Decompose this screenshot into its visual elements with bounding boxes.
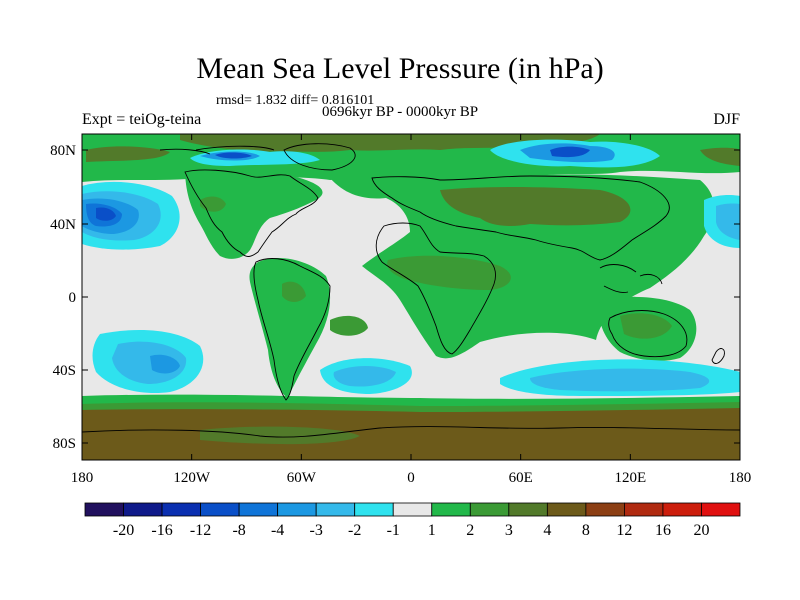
colorbar-swatch [701, 502, 741, 517]
lon-label: 0 [407, 470, 415, 486]
colorbar-label: 8 [582, 522, 590, 539]
siberia-low-deep [550, 146, 590, 158]
antarctic-belt-brown [82, 408, 740, 460]
greenland-low-deep [215, 152, 252, 159]
new-zealand-coast [711, 348, 725, 364]
colorbar-swatch [431, 502, 471, 517]
colorbar-label: 12 [616, 522, 632, 539]
experiment-label: Expt = teiOg-teina [82, 111, 202, 128]
north-africa-olive [387, 255, 511, 290]
colorbar: -20 -16 -12 -8 -4 -3 -2 -1 1 2 3 4 8 12 16 20 [84, 502, 741, 539]
colorbar-label: -8 [232, 522, 245, 539]
lat-label: 40N [50, 217, 76, 233]
plot-title: Mean Sea Level Pressure (in hPa) [196, 52, 604, 85]
eurasia-coast [371, 175, 670, 261]
colorbar-swatch [392, 502, 433, 517]
colorbar-label: -2 [348, 522, 361, 539]
colorbar-label: -12 [190, 522, 211, 539]
bering-olive-region [86, 146, 170, 162]
colorbar-swatch [469, 502, 510, 517]
lat-label: 80S [53, 436, 76, 452]
lon-label: 60W [287, 470, 317, 486]
colorbar-label: -3 [310, 522, 323, 539]
east-arctic-olive-region [700, 147, 740, 166]
colorbar-swatch [354, 502, 394, 517]
coastlines [82, 143, 740, 438]
colorbar-swatch [238, 502, 279, 517]
colorbar-swatch [624, 502, 664, 517]
south-atlantic-olive [330, 315, 368, 336]
colorbar-label: 16 [655, 522, 671, 539]
indian-ocean-low-mid [530, 368, 710, 392]
greenland-coast [283, 143, 356, 171]
colorbar-swatch [662, 502, 702, 517]
south-atlantic-low-mid [333, 366, 396, 387]
lon-label: 120W [173, 470, 211, 486]
rmsd-diff-stats: rmsd= 1.832 diff= 0.816101 [216, 93, 375, 108]
colorbar-swatch [123, 502, 163, 517]
lat-label: 80N [50, 143, 76, 159]
colorbar-label: -1 [387, 522, 400, 539]
south-america-coast [253, 258, 331, 401]
north-america-positive [185, 170, 323, 259]
lon-label: 180 [71, 470, 94, 486]
colorbar-swatch [200, 502, 240, 517]
colorbar-swatch [277, 502, 317, 517]
colorbar-swatch [546, 502, 587, 517]
south-america-olive [282, 281, 306, 302]
colorbar-label: -4 [271, 522, 284, 539]
lat-label: 40S [53, 363, 76, 379]
maritime-continent-coast [599, 264, 663, 293]
pressure-field [82, 134, 740, 460]
lon-label: 120E [614, 470, 646, 486]
north-america-coast [184, 169, 319, 257]
time-period: 0696kyr BP - 0000kyr BP [322, 104, 479, 120]
south-pacific-low-mid [112, 341, 187, 384]
axis-labels: 80N 40N 0 40S 80S 180 120W 60W 0 60E 120E 180 [50, 143, 751, 486]
antarctic-olive-patch [200, 426, 360, 445]
axis-ticks [81, 134, 741, 460]
australia-olive [620, 313, 672, 339]
colorbar-label: 1 [428, 522, 436, 539]
lat-label: 0 [69, 290, 77, 306]
colorbar-label: 20 [693, 522, 709, 539]
colorbar-swatch [508, 502, 548, 517]
arctic-islands-coast [159, 145, 275, 155]
colorbar-swatch [315, 502, 356, 517]
colorbar-label: -16 [151, 522, 172, 539]
lon-label: 60E [509, 470, 533, 486]
colorbar-label: 2 [466, 522, 474, 539]
australia-coast [608, 310, 688, 358]
south-pacific-low-core [150, 354, 180, 374]
colorbar-swatch [84, 502, 124, 517]
south-america-positive [249, 257, 331, 398]
north-pacific-low-core [96, 207, 116, 221]
west-pacific-low-mid [716, 203, 740, 240]
colorbar-swatch [161, 502, 201, 517]
central-asia-olive [440, 187, 631, 226]
colorbar-label: 4 [543, 522, 551, 539]
north-america-mid [200, 196, 226, 212]
season-label: DJF [713, 111, 740, 128]
lon-label: 180 [729, 470, 752, 486]
colorbar-swatch [585, 502, 625, 517]
antarctica-coast [82, 426, 740, 438]
colorbar-label: 3 [505, 522, 513, 539]
colorbar-label: -20 [113, 522, 134, 539]
africa-coast [375, 222, 496, 355]
